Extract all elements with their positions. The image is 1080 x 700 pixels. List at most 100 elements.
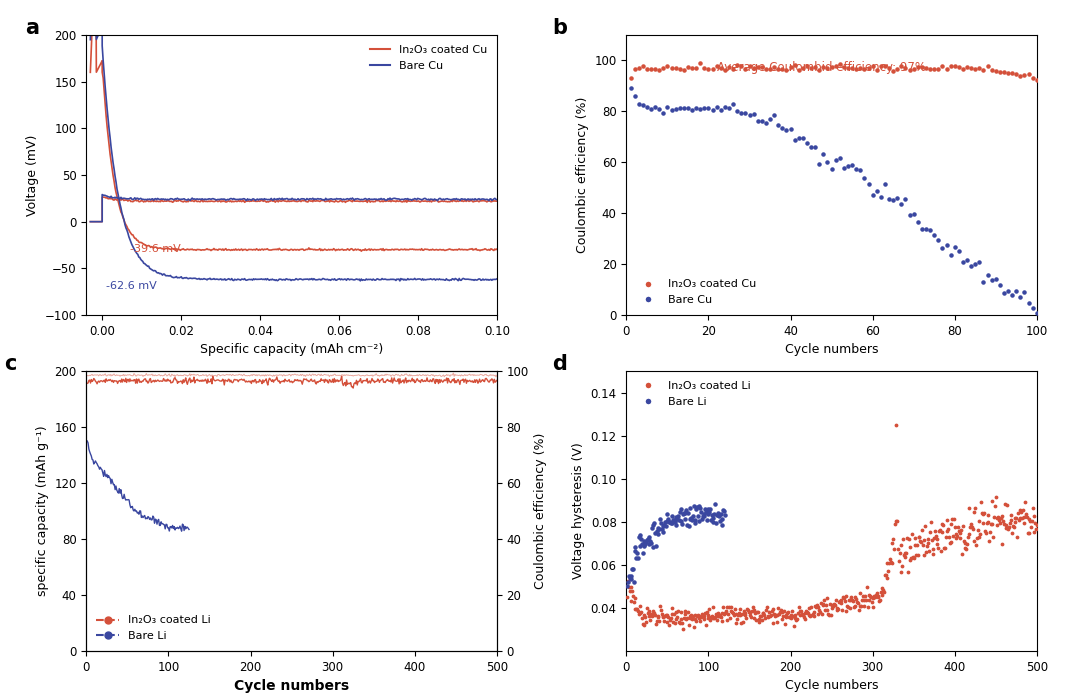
Point xyxy=(674,508,691,519)
Point xyxy=(811,605,828,616)
Point xyxy=(967,64,984,75)
Point xyxy=(933,518,950,529)
Point xyxy=(718,615,735,626)
Text: -39.6 mV: -39.6 mV xyxy=(130,244,180,255)
Point xyxy=(730,608,747,619)
Text: c: c xyxy=(4,354,16,374)
Point xyxy=(639,533,657,545)
Point xyxy=(825,600,842,611)
Point xyxy=(867,590,885,601)
Point xyxy=(654,62,672,74)
Point xyxy=(652,517,670,528)
Point xyxy=(702,503,719,514)
Point xyxy=(963,521,981,532)
Point xyxy=(638,603,656,614)
Point xyxy=(1009,531,1026,542)
Point xyxy=(1003,527,1021,538)
Point xyxy=(698,620,715,631)
Point xyxy=(653,610,671,622)
Point xyxy=(1010,507,1027,518)
Point xyxy=(869,591,887,602)
Point xyxy=(990,514,1008,526)
Point xyxy=(733,608,751,620)
Point xyxy=(658,616,675,627)
Point xyxy=(900,566,917,578)
Point xyxy=(958,543,975,554)
Point xyxy=(839,62,856,74)
Point xyxy=(904,551,921,562)
Point xyxy=(662,612,679,624)
Point xyxy=(956,537,973,548)
Point xyxy=(714,608,731,619)
Point xyxy=(750,61,767,72)
Point xyxy=(901,209,918,220)
Point xyxy=(802,601,820,612)
Y-axis label: specific capacity (mAh g⁻¹): specific capacity (mAh g⁻¹) xyxy=(36,426,49,596)
Point xyxy=(629,604,646,615)
Point xyxy=(896,193,914,204)
Point xyxy=(996,288,1013,299)
Point xyxy=(912,536,929,547)
Point xyxy=(969,532,986,543)
Point xyxy=(1013,507,1030,518)
Point xyxy=(907,550,924,561)
Point xyxy=(856,591,874,602)
Point xyxy=(707,608,725,619)
Legend: In₂O₃ coated Cu, Bare Cu: In₂O₃ coated Cu, Bare Cu xyxy=(632,275,760,309)
Point xyxy=(980,517,997,528)
Point xyxy=(626,64,644,75)
Point xyxy=(913,537,930,548)
Point xyxy=(712,104,729,116)
Point xyxy=(630,608,647,620)
Point xyxy=(638,535,656,546)
Point xyxy=(741,609,758,620)
Point xyxy=(644,610,661,621)
Point xyxy=(887,516,904,527)
Point xyxy=(853,594,870,606)
Point xyxy=(860,589,877,601)
Point xyxy=(819,63,836,74)
Point xyxy=(640,538,658,550)
Point xyxy=(708,614,726,625)
Point xyxy=(895,549,913,560)
Point xyxy=(698,506,715,517)
Point xyxy=(648,615,665,626)
Point xyxy=(852,62,869,74)
Point xyxy=(970,531,987,542)
Point xyxy=(711,510,728,522)
Point xyxy=(750,116,767,127)
Point xyxy=(1008,69,1025,80)
Point xyxy=(679,606,697,617)
X-axis label: Specific capacity (mAh cm⁻²): Specific capacity (mAh cm⁻²) xyxy=(200,343,383,356)
Point xyxy=(955,63,972,74)
Point xyxy=(636,539,653,550)
Point xyxy=(694,610,712,622)
Point xyxy=(801,611,819,622)
Point xyxy=(746,612,764,623)
Point xyxy=(671,103,688,114)
Point xyxy=(861,594,878,606)
Point xyxy=(623,573,640,584)
Point xyxy=(815,594,833,606)
Point xyxy=(821,610,838,621)
Point xyxy=(999,67,1016,78)
Point xyxy=(894,533,912,545)
Point xyxy=(827,154,845,165)
Point xyxy=(981,535,998,546)
Point xyxy=(664,517,681,528)
Point xyxy=(691,57,708,69)
Point xyxy=(761,113,779,125)
Point xyxy=(858,594,875,606)
Point xyxy=(766,109,783,120)
Point xyxy=(961,529,978,540)
Point xyxy=(770,63,787,74)
Point xyxy=(667,606,685,617)
Point xyxy=(905,209,922,220)
Point xyxy=(701,507,718,518)
Point xyxy=(1002,509,1020,520)
Point xyxy=(647,618,664,629)
Point xyxy=(896,62,914,74)
Point xyxy=(873,191,890,202)
Point xyxy=(846,601,863,612)
Point xyxy=(881,554,899,565)
